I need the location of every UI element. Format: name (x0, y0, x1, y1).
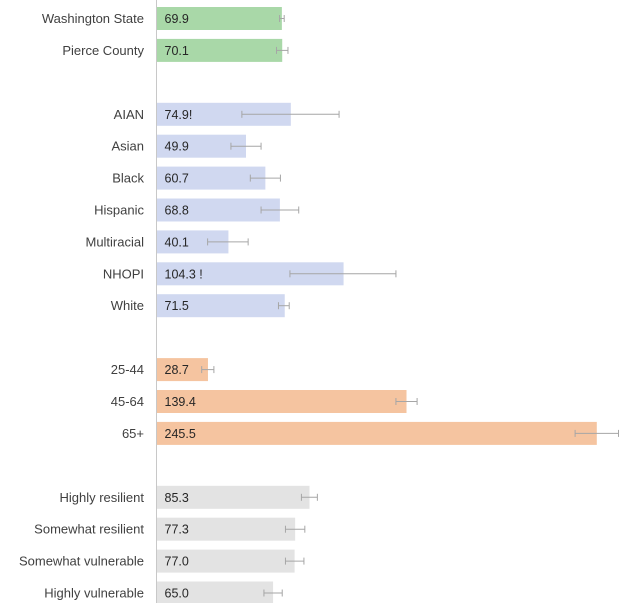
error-bar (284, 557, 305, 565)
bar-row-somewhat-vulnerable: Somewhat vulnerable 77.0 (19, 549, 305, 573)
bar (156, 421, 597, 445)
bar (156, 358, 208, 382)
bar-row-highly-vulnerable: Highly vulnerable 65.0 (44, 581, 283, 603)
bar-row-hispanic: Hispanic 68.8 (94, 198, 300, 222)
category-label: NHOPI (103, 266, 144, 281)
error-bar (263, 589, 283, 597)
bar (156, 102, 291, 126)
bar-row-25-44: 25-44 28.7 (111, 358, 215, 382)
data-label: 74.9! (165, 108, 193, 122)
category-label: Somewhat vulnerable (19, 554, 144, 569)
bar (156, 517, 296, 541)
bar-row-washington-state: Washington State 69.9 (42, 7, 285, 30)
data-label: 85.3 (165, 491, 189, 505)
category-label: Multiracial (85, 234, 144, 249)
data-label: 139.4 (165, 395, 196, 409)
error-bar (284, 525, 306, 533)
bar-row-white: White 71.5 (111, 294, 290, 318)
data-label: 104.3 ! (165, 267, 203, 281)
error-bar (300, 493, 318, 501)
bar (156, 294, 285, 318)
bar-row-black: Black 60.7 (112, 166, 281, 190)
data-label: 60.7 (165, 172, 189, 186)
bar (156, 549, 295, 573)
category-label: 65+ (122, 426, 144, 441)
category-label: Washington State (42, 11, 144, 26)
category-label: Somewhat resilient (34, 522, 144, 537)
category-label: Hispanic (94, 203, 144, 218)
bar (156, 7, 282, 30)
data-label: 77.3 (165, 523, 189, 537)
category-label: Pierce County (62, 43, 144, 58)
error-bar (207, 238, 249, 246)
data-label: 70.1 (165, 44, 189, 58)
category-label: 25-44 (111, 362, 144, 377)
bar (156, 198, 280, 222)
data-label: 77.0 (165, 555, 189, 569)
bar (156, 262, 344, 286)
bar-row-45-64: 45-64 139.4 (111, 390, 418, 413)
bar-row-pierce-county: Pierce County 70.1 (62, 38, 289, 62)
data-label: 65.0 (165, 587, 189, 601)
data-label: 49.9 (165, 140, 189, 154)
bar-row-multiracial: Multiracial 40.1 (85, 230, 249, 254)
error-bar (249, 174, 281, 182)
category-label: Black (112, 171, 144, 186)
bar (156, 134, 246, 158)
bar-row-65: 65+ 245.5 (122, 421, 620, 445)
bar-row-asian: Asian 49.9 (111, 134, 262, 158)
bar (156, 485, 310, 509)
bar-row-highly-resilient: Highly resilient 85.3 (59, 485, 318, 509)
error-bar (289, 270, 397, 278)
error-bar (260, 206, 300, 214)
error-bar (574, 429, 620, 437)
error-bar (279, 15, 285, 22)
bar (156, 166, 266, 190)
error-bar (201, 366, 215, 374)
data-label: 40.1 (165, 235, 189, 249)
data-label: 68.8 (165, 204, 189, 218)
bar (156, 390, 407, 413)
bar-row-somewhat-resilient: Somewhat resilient 77.3 (34, 517, 306, 541)
error-bar (275, 46, 289, 54)
data-label: 245.5 (165, 427, 196, 441)
category-label: Highly resilient (59, 490, 144, 505)
bar (156, 230, 229, 254)
data-label: 28.7 (165, 363, 189, 377)
category-label: White (111, 298, 144, 313)
bar-row-nhopi: NHOPI 104.3 ! (103, 262, 397, 286)
bar (156, 38, 283, 62)
category-label: Asian (111, 139, 144, 154)
error-bar (277, 302, 290, 310)
error-bar (395, 398, 418, 405)
bar-row-aian: AIAN 74.9! (114, 102, 340, 126)
data-label: 69.9 (165, 12, 189, 26)
category-label: Highly vulnerable (44, 586, 144, 601)
category-label: AIAN (114, 107, 144, 122)
error-bar (241, 110, 340, 118)
error-bar (230, 142, 262, 150)
data-label: 71.5 (165, 299, 189, 313)
bar (156, 581, 274, 603)
category-label: 45-64 (111, 394, 144, 409)
